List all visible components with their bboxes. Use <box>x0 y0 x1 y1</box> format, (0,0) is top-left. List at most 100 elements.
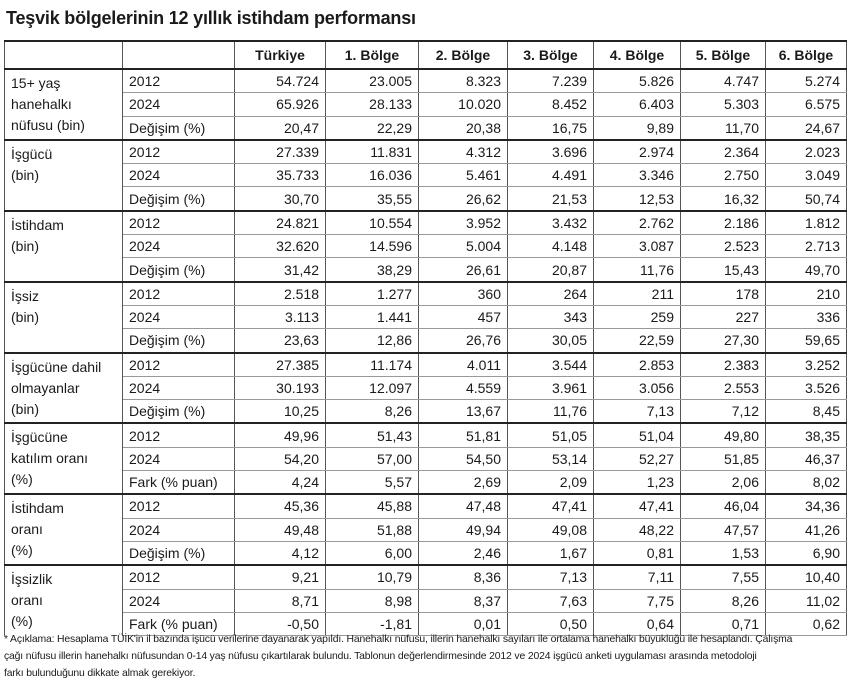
row-label: Değişim (%) <box>122 399 235 424</box>
header-cell <box>4 40 123 70</box>
row-label: Değişim (%) <box>122 116 235 141</box>
value-cell: 10,40 <box>765 564 847 590</box>
group-label-line: (bin) <box>11 237 40 254</box>
value-cell: 14.596 <box>325 234 419 259</box>
value-cell: 8,98 <box>325 589 419 613</box>
table-row: İşgücüne katılım oranı (%) 2012 49,96 51,43 51… <box>4 422 847 495</box>
value-cell: 12,53 <box>593 186 681 212</box>
table-row: İstihdam oranı (%) 2012 45,36 45,88 47,48 47,41… <box>4 493 847 566</box>
table-row: 2024 65.926 28.133 10.020 8.452 6.403 5.303 6.5… <box>5 92 847 117</box>
value-cell: 8,37 <box>418 589 508 613</box>
group-label-line: İstihdam <box>11 500 64 517</box>
value-cell: 46,04 <box>680 493 766 519</box>
value-cell: 5.004 <box>418 234 508 259</box>
value-cell: 9,21 <box>234 564 326 590</box>
value-cell: 28.133 <box>325 92 419 117</box>
row-label: Değişim (%) <box>122 541 235 566</box>
value-cell: 41,26 <box>765 518 847 542</box>
value-cell: 49,96 <box>234 422 326 448</box>
table-row: İşsizlik oranı (%) 2012 9,21 10,79 8,36 7,13 7,1… <box>4 564 847 636</box>
value-cell: 47,41 <box>593 493 681 519</box>
value-cell: 1.277 <box>325 280 419 306</box>
value-cell: 8,45 <box>765 399 847 424</box>
row-label: 2012 <box>122 564 235 590</box>
value-cell: 16,32 <box>680 186 766 212</box>
value-cell: 23,63 <box>234 328 326 354</box>
value-cell: 51,43 <box>325 422 419 448</box>
value-cell: 30,70 <box>234 186 326 212</box>
value-cell: 59,65 <box>765 328 847 354</box>
column-header: Türkiye <box>234 40 326 70</box>
column-header: 6. Bölge <box>765 40 847 70</box>
value-cell: 3.252 <box>765 351 847 377</box>
table-row: Değişim (%) 20,47 22,29 20,38 16,75 9,89 11,70… <box>5 116 847 141</box>
value-cell: 2.523 <box>680 234 766 259</box>
value-cell: 178 <box>680 280 766 306</box>
value-cell: 51,04 <box>593 422 681 448</box>
value-cell: 336 <box>765 305 847 330</box>
value-cell: 2.383 <box>680 351 766 377</box>
value-cell: 49,94 <box>418 518 508 542</box>
value-cell: 1.441 <box>325 305 419 330</box>
value-cell: 457 <box>418 305 508 330</box>
value-cell: 23.005 <box>325 68 419 94</box>
value-cell: 3.432 <box>507 209 594 236</box>
group-label-line: oranı <box>11 592 43 609</box>
value-cell: 5.274 <box>765 68 847 94</box>
value-cell: 52,27 <box>593 447 681 472</box>
value-cell: 20,87 <box>507 257 594 283</box>
value-cell: 38,35 <box>765 422 847 448</box>
value-cell: 11,76 <box>507 399 594 424</box>
value-cell: 15,43 <box>680 257 766 283</box>
value-cell: 54,20 <box>234 447 326 472</box>
row-label: Fark (% puan) <box>122 612 235 637</box>
table-row: Değişim (%) 31,42 38,29 26,61 20,87 11,76 15,4… <box>5 257 847 283</box>
value-cell: 0,81 <box>593 541 681 566</box>
row-label: 2012 <box>122 422 235 448</box>
group-label: İşsiz (bin) <box>4 280 123 353</box>
column-header: 4. Bölge <box>593 40 681 70</box>
value-cell: 6.575 <box>765 92 847 117</box>
value-cell: 7,11 <box>593 564 681 590</box>
value-cell: 259 <box>593 305 681 330</box>
value-cell: 26,61 <box>418 257 508 283</box>
column-header: 3. Bölge <box>507 40 594 70</box>
row-label: 2012 <box>122 351 235 377</box>
value-cell: 35,55 <box>325 186 419 212</box>
value-cell: 4.312 <box>418 138 508 165</box>
row-label: Fark (% puan) <box>122 470 235 495</box>
value-cell: 4.011 <box>418 351 508 377</box>
value-cell: 8,71 <box>234 589 326 613</box>
group-label: İstihdam (bin) <box>4 209 123 282</box>
group-label-line: İşsizlik <box>11 571 53 588</box>
group-label-line: İşgücüne <box>11 429 68 446</box>
value-cell: 3.049 <box>765 163 847 188</box>
value-cell: 7,75 <box>593 589 681 613</box>
value-cell: 5.826 <box>593 68 681 94</box>
value-cell: 13,67 <box>418 399 508 424</box>
value-cell: 2.023 <box>765 138 847 165</box>
value-cell: 1,53 <box>680 541 766 566</box>
value-cell: 1,23 <box>593 470 681 495</box>
value-cell: 65.926 <box>234 92 326 117</box>
group-label: İşgücüne katılım oranı (%) <box>4 422 123 495</box>
value-cell: 8,26 <box>325 399 419 424</box>
value-cell: 26,62 <box>418 186 508 212</box>
table-row: 15+ yaş hanehalkı nüfusu (bin) 2012 54.724 23… <box>4 68 847 140</box>
value-cell: 11,76 <box>593 257 681 283</box>
value-cell: 10.020 <box>418 92 508 117</box>
group-label-line: (%) <box>11 613 33 630</box>
table-row: 2024 49,48 51,88 49,94 49,08 48,22 47,57 41,26 <box>5 518 847 542</box>
value-cell: 11,70 <box>680 116 766 141</box>
group-label: İşsizlik oranı (%) <box>4 564 123 636</box>
group-label-line: katılım oranı <box>11 450 89 467</box>
row-label: 2024 <box>122 589 235 613</box>
value-cell: 2.713 <box>765 234 847 259</box>
value-cell: 2.364 <box>680 138 766 165</box>
value-cell: 6,90 <box>765 541 847 566</box>
value-cell: 22,59 <box>593 328 681 354</box>
value-cell: 57,00 <box>325 447 419 472</box>
header-row: Türkiye 1. Bölge 2. Bölge 3. Bölge 4. Bölge 5… <box>4 40 847 70</box>
value-cell: 7,12 <box>680 399 766 424</box>
group-label-line: İşsiz <box>11 287 39 304</box>
